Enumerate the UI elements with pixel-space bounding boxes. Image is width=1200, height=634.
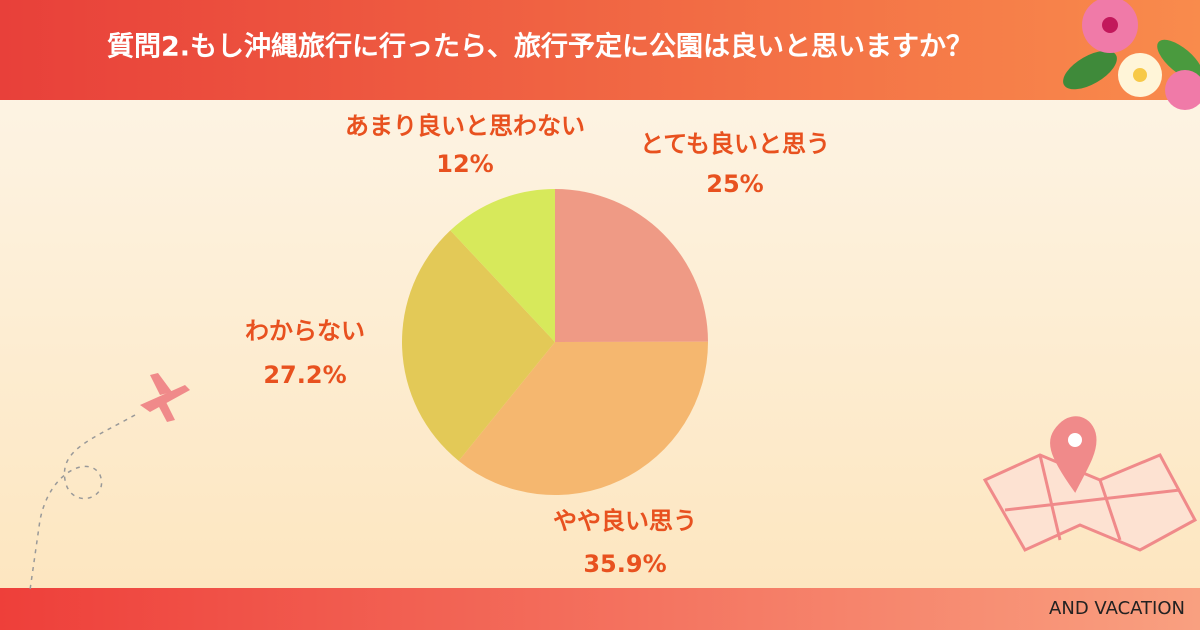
value-label: 27.2% bbox=[263, 361, 346, 389]
flower-decoration bbox=[1063, 0, 1200, 110]
slice-label: やや良い思う bbox=[553, 507, 697, 535]
map-decoration bbox=[982, 416, 1198, 552]
pie-slice bbox=[402, 230, 555, 461]
plane-decoration bbox=[140, 373, 190, 422]
pie-slice bbox=[458, 341, 708, 496]
slice-label: あまり良いと思わない bbox=[345, 112, 585, 140]
dash-path bbox=[29, 414, 136, 591]
credit: AND VACATION bbox=[1049, 598, 1185, 619]
slice-label: とても良いと思う bbox=[640, 130, 830, 158]
pie-slice bbox=[450, 189, 555, 342]
pie-slice bbox=[555, 189, 708, 342]
value-label: 25% bbox=[706, 170, 763, 198]
value-label: 12% bbox=[436, 150, 493, 178]
header-bar bbox=[0, 0, 1200, 100]
footer-bar bbox=[0, 588, 1200, 630]
chart-title: 質問2.もし沖縄旅行に行ったら、旅行予定に公園は良いと思いますか？ bbox=[107, 31, 973, 63]
value-label: 35.9% bbox=[583, 550, 666, 578]
slice-label: わからない bbox=[245, 317, 365, 345]
